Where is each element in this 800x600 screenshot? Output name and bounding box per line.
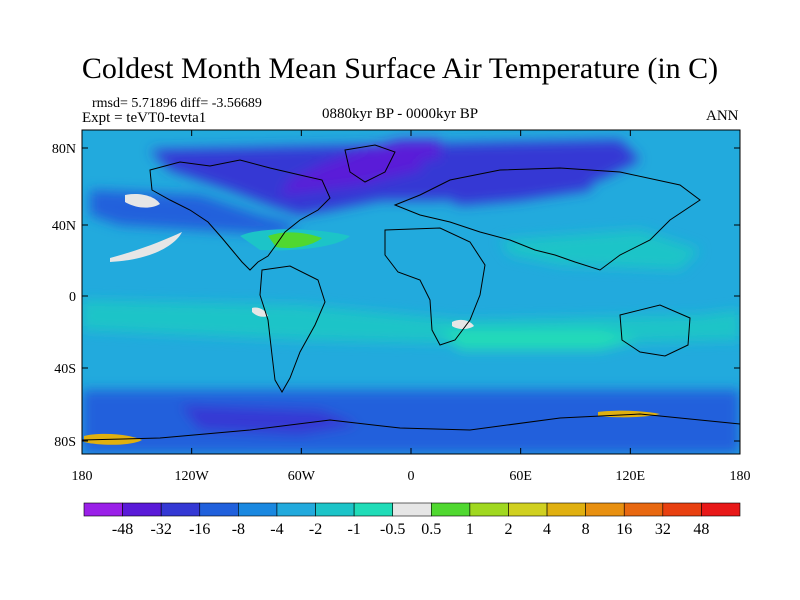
colorbar-label: -4	[270, 521, 283, 538]
coast-africa	[384, 227, 486, 346]
colorbar-swatch	[353, 502, 394, 517]
colorbar-label: 48	[693, 521, 709, 538]
colorbar-swatch	[238, 502, 278, 517]
colorbar-swatch	[585, 502, 625, 517]
colorbar-swatch	[546, 502, 586, 517]
stats-text: rmsd= 5.71896 diff= -3.56689	[92, 96, 262, 111]
colorbar-label: 1	[466, 521, 474, 538]
coastlines	[82, 144, 740, 441]
colorbar-label: 0.5	[421, 521, 441, 538]
colorbar-swatch	[122, 502, 162, 517]
coast-north-america	[149, 159, 331, 271]
colorbar-swatch	[623, 502, 664, 517]
season-label: ANN	[706, 108, 739, 124]
white-pacific-patch	[125, 194, 160, 208]
moderate-cooling-south	[82, 390, 740, 454]
cold-anomaly-eurasia	[420, 150, 600, 205]
coast-south-america	[259, 265, 326, 393]
lon-tick-label: 180	[72, 469, 93, 484]
lon-tick-label: 180	[730, 469, 751, 484]
colorbar-swatch	[160, 502, 201, 517]
colorbar-swatch	[276, 502, 316, 517]
colorbar-swatch	[199, 502, 239, 517]
colorbar-swatch	[315, 502, 355, 517]
colorbar-swatch	[430, 502, 471, 517]
colorbar: -48 -32 -16 -8 -4 -2 -1 -0.5 0.5 1 2 4 8 16 32 48	[83, 502, 741, 538]
colorbar-label: -48	[112, 521, 133, 538]
colorbar-swatch	[392, 502, 432, 517]
lon-tick-label: 60E	[509, 469, 532, 484]
colorbar-label: -8	[232, 521, 245, 538]
coast-eurasia	[393, 167, 701, 271]
colorbar-swatch	[469, 502, 509, 517]
colorbar-label: -0.5	[380, 521, 405, 538]
cooling-antarctic	[180, 405, 360, 435]
lon-tick-label: 120E	[616, 469, 646, 484]
slight-cooling-south-ocean	[440, 330, 640, 350]
white-peru-patch	[252, 307, 268, 317]
plot-title: Coldest Month Mean Surface Air Temperatu…	[81, 52, 719, 85]
colorbar-swatch	[701, 502, 741, 517]
lat-tick-label: 80N	[52, 142, 76, 157]
lon-tick-label: 120W	[175, 469, 210, 484]
lon-tick-label: 60W	[288, 469, 316, 484]
lat-tick-label: 40S	[54, 362, 76, 377]
map-panel: 180 120W 60W 0 60E 120E 180 80N 40N 0 40S 80S	[52, 129, 751, 484]
coast-antarctica	[82, 413, 740, 441]
lat-tick-label: 80S	[54, 435, 76, 450]
map-axes: 180 120W 60W 0 60E 120E 180 80N 40N 0 40S 80S	[52, 130, 751, 484]
colorbar-label: -32	[151, 521, 172, 538]
colorbar-label: -2	[309, 521, 322, 538]
colorbar-label: 8	[582, 521, 590, 538]
lat-tick-label: 0	[69, 290, 76, 305]
colorbar-label: 4	[543, 521, 551, 538]
cold-anomaly-labrador	[280, 140, 440, 195]
experiment-label: Expt = teVT0-tevta1	[82, 110, 207, 126]
colorbar-swatch	[662, 502, 702, 517]
colorbar-swatch	[508, 502, 548, 517]
colorbar-label: 32	[655, 521, 671, 538]
colorbar-swatch	[83, 502, 123, 517]
field-shading	[82, 140, 740, 454]
white-pacific-arc	[110, 232, 182, 262]
period-label: 0880kyr BP - 0000kyr BP	[322, 106, 479, 122]
colorbar-label: -1	[347, 521, 360, 538]
lat-tick-label: 40N	[52, 219, 76, 234]
colorbar-label: -16	[189, 521, 210, 538]
colorbar-label: 2	[504, 521, 512, 538]
colorbar-label: 16	[616, 521, 632, 538]
coast-australia	[619, 304, 691, 357]
coast-greenland	[344, 144, 396, 183]
lon-tick-label: 0	[408, 469, 415, 484]
